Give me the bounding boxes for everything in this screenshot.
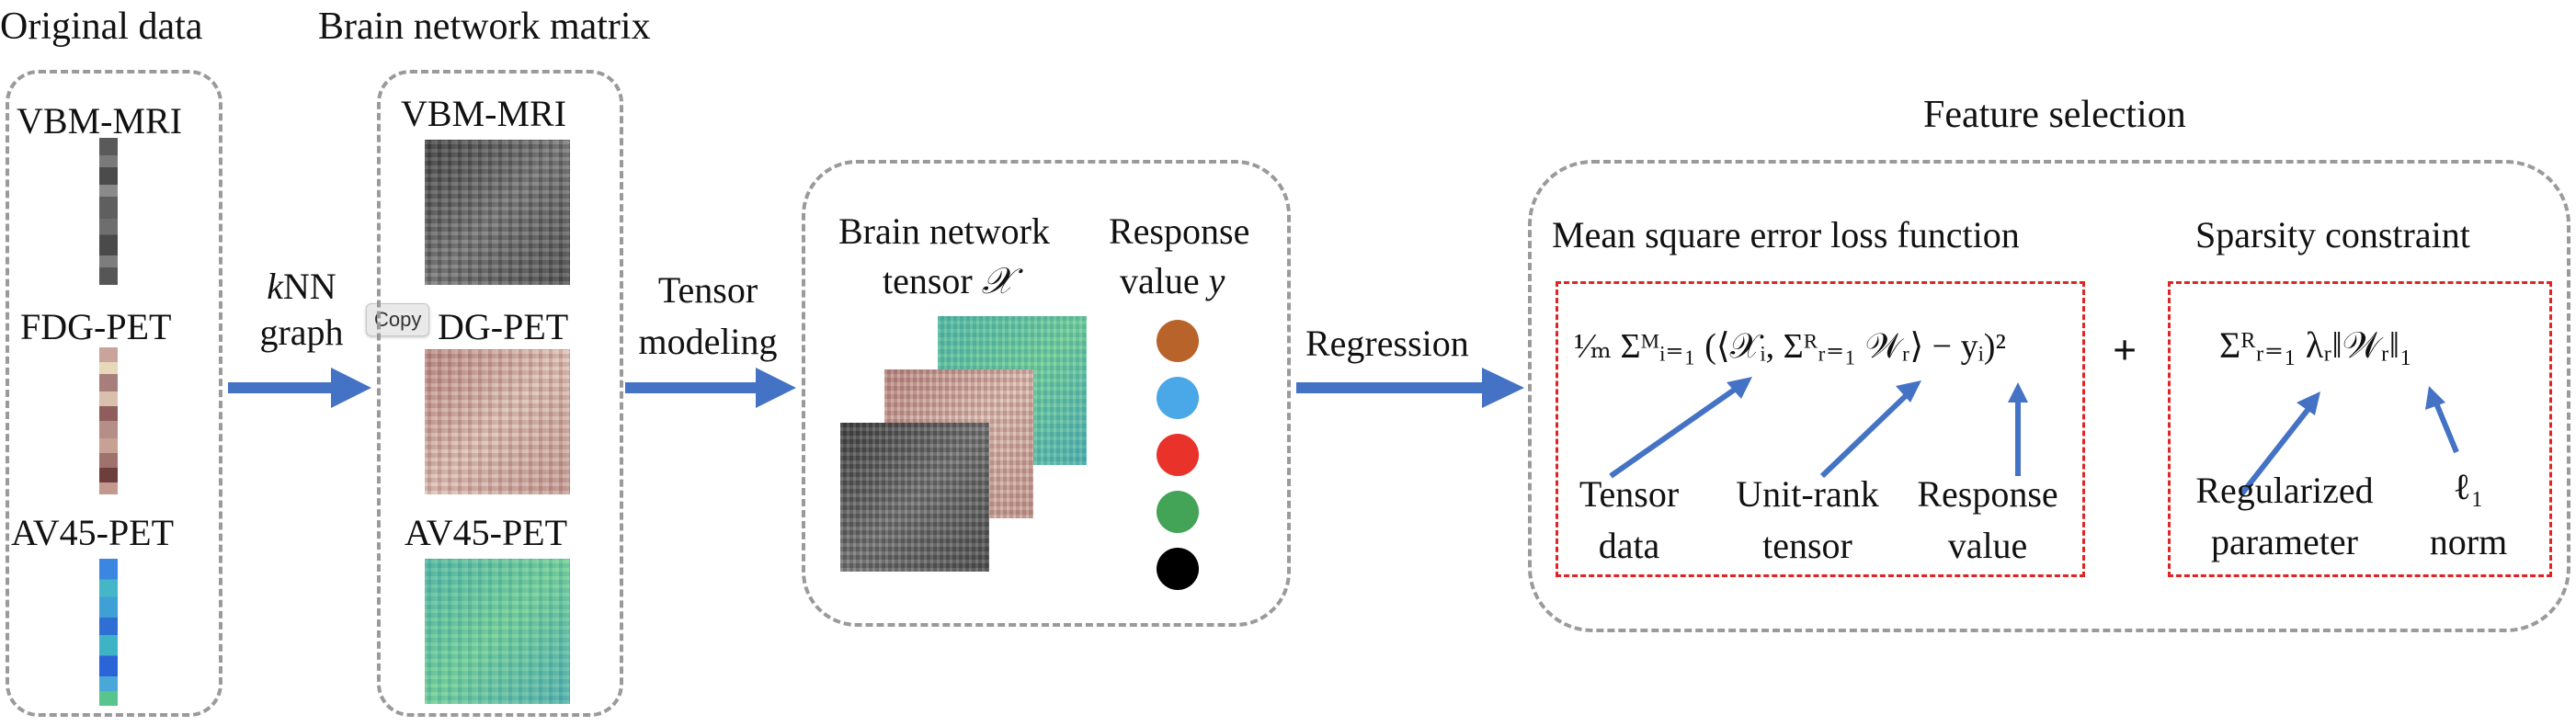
- unit-rank-label-1: Unit-rank: [1736, 473, 1879, 515]
- sparsity-title: Sparsity constraint: [2195, 214, 2470, 255]
- loss-function-title: Mean square error loss function: [1552, 214, 2020, 255]
- vbm-matrix-image: [425, 140, 570, 285]
- feature-selection-box: [1528, 160, 2570, 632]
- regression-label: Regression: [1305, 323, 1469, 364]
- l1-norm-label-1: ℓ₁: [2453, 466, 2484, 507]
- response-value-pointer-head: [2008, 382, 2028, 403]
- vbm-feature-bar: [99, 138, 118, 285]
- response-circle-black: [1157, 548, 1199, 590]
- matrix-vbm-label: VBM-MRI: [401, 93, 567, 134]
- tensor-box: [802, 160, 1291, 627]
- unit-rank-label-2: tensor: [1762, 525, 1852, 566]
- l1-norm-pointer-head: [2425, 386, 2445, 410]
- tensor-data-label-1: Tensor: [1579, 473, 1680, 515]
- tensor-slice-vbm: [840, 423, 989, 572]
- original-fdg-label: FDG-PET: [20, 306, 172, 347]
- original-data-box: [6, 70, 222, 717]
- sparsity-pointer-arrows: [2239, 386, 2459, 496]
- tensor-data-label-2: data: [1598, 525, 1660, 566]
- loss-formula: ¹⁄ₘ Σᴹᵢ₌₁ (⟨𝒳ᵢ, Σᴿᵣ₌₁ 𝒲ᵣ⟩ − yᵢ)²: [1574, 327, 2006, 366]
- tensor-modeling-label-2: modeling: [638, 321, 778, 362]
- knn-graph-label: graph: [259, 312, 344, 353]
- response-label: Response: [1109, 210, 1250, 252]
- response-circle-blue: [1157, 377, 1199, 419]
- original-vbm-label: VBM-MRI: [17, 100, 183, 142]
- knn-label: kNN: [246, 268, 357, 305]
- l1-norm-label-2: norm: [2429, 521, 2508, 562]
- title-brain-network-matrix: Brain network matrix: [318, 6, 651, 48]
- tensor-data-pointer: [1609, 380, 1747, 479]
- tensor-word: tensor: [883, 260, 973, 301]
- av45-matrix-image: [425, 559, 570, 704]
- tensor-data-pointer-head: [1727, 377, 1752, 399]
- tensor-modeling-arrow: [625, 368, 796, 408]
- tensor-symbol: 𝒳: [981, 260, 1014, 301]
- regression-arrow: [1296, 368, 1524, 408]
- response-circle-green: [1157, 491, 1199, 533]
- unit-rank-pointer: [1819, 385, 1917, 479]
- knn-k: k: [267, 266, 283, 307]
- plus-sign: +: [2113, 326, 2137, 373]
- title-original-data: Original data: [0, 6, 203, 48]
- value-symbol: y: [1208, 260, 1225, 301]
- value-word: value: [1120, 260, 1200, 301]
- response-value-label-2: value: [1947, 525, 2028, 566]
- title-feature-selection: Feature selection: [1923, 94, 2186, 136]
- loss-function-box: [1556, 281, 2085, 577]
- regularized-label-2: parameter: [2211, 521, 2358, 562]
- knn-nn: NN: [282, 266, 336, 307]
- matrix-av45-label: AV45-PET: [405, 512, 568, 553]
- brain-network-label: Brain network: [838, 210, 1050, 252]
- original-av45-label: AV45-PET: [11, 512, 175, 553]
- sparsity-formula: Σᴿᵣ₌₁ λᵣ‖𝒲ᵣ‖₁: [2219, 324, 2412, 366]
- response-circle-red: [1157, 434, 1199, 476]
- unit-rank-pointer-head: [1896, 380, 1921, 403]
- value-label: value y: [1120, 263, 1225, 300]
- sparsity-box: [2168, 281, 2552, 577]
- regularized-label-1: Regularized: [2195, 470, 2374, 511]
- tensor-label: tensor 𝒳: [883, 263, 1013, 300]
- response-circle-brown: [1157, 320, 1199, 362]
- response-value-label-1: Response: [1917, 473, 2058, 515]
- fdg-feature-bar: [99, 347, 118, 494]
- l1-norm-pointer: [2432, 397, 2459, 454]
- av45-feature-bar: [99, 559, 118, 706]
- loss-pointer-arrows: [1609, 377, 2028, 479]
- knn-arrow: [228, 368, 371, 408]
- fdg-matrix-image: [425, 349, 570, 494]
- tensor-modeling-label-1: Tensor: [657, 269, 758, 311]
- regularized-pointer-head: [2297, 391, 2320, 415]
- matrix-fdg-label: DG-PET: [438, 306, 569, 347]
- regularized-pointer: [2239, 399, 2318, 496]
- brain-network-matrix-box: [377, 70, 623, 717]
- copy-button[interactable]: Copy: [366, 303, 430, 336]
